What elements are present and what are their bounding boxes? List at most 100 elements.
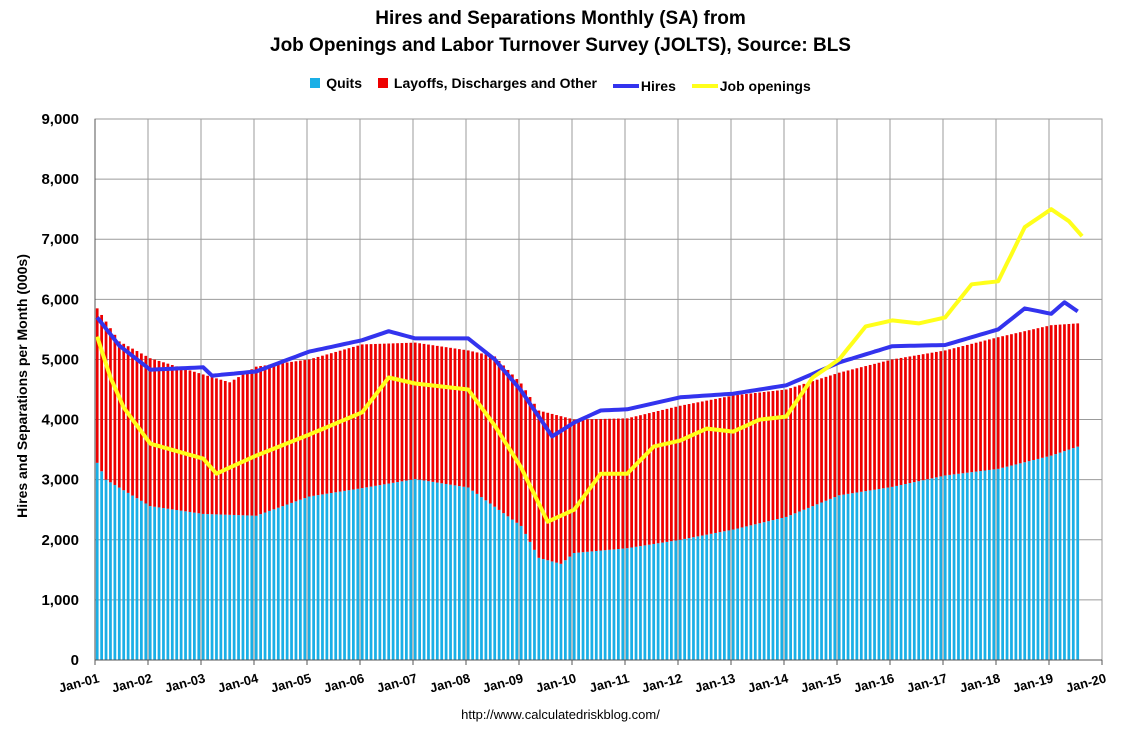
layoffs-bar xyxy=(356,345,360,489)
quits-bar xyxy=(683,538,686,660)
layoffs-bar xyxy=(232,379,236,515)
layoffs-bar xyxy=(1076,323,1080,447)
quits-bar xyxy=(427,481,430,660)
layoffs-bar xyxy=(1049,325,1053,456)
quits-bar xyxy=(670,541,673,660)
quits-bar xyxy=(175,510,179,660)
layoffs-bar xyxy=(952,348,956,475)
quits-bar xyxy=(687,538,691,660)
quits-bar xyxy=(140,500,143,660)
quits-bar xyxy=(581,552,585,660)
quits-bar xyxy=(422,480,426,660)
quits-bar xyxy=(237,515,240,660)
quits-bar xyxy=(299,499,302,660)
layoffs-bar xyxy=(926,353,929,480)
legend-swatch-hires xyxy=(612,84,639,88)
legend-item-layoffs: Layoffs, Discharges and Other xyxy=(377,75,597,91)
quits-bar xyxy=(572,553,576,660)
layoffs-bar xyxy=(581,419,585,553)
quits-bar xyxy=(1063,451,1066,660)
quits-bar xyxy=(179,510,183,660)
quits-bar xyxy=(1032,460,1035,660)
layoffs-bar xyxy=(188,370,192,512)
layoffs-bar xyxy=(184,369,187,512)
layoffs-bar xyxy=(793,386,797,514)
layoffs-bar xyxy=(400,343,404,482)
y-tick-label: 5,000 xyxy=(41,351,79,368)
layoffs-bar xyxy=(568,418,572,557)
layoffs-bar xyxy=(594,419,598,551)
quits-bar xyxy=(802,509,806,660)
quits-bar xyxy=(458,486,461,660)
layoffs-bar xyxy=(303,360,307,499)
layoffs-bar xyxy=(731,395,735,530)
layoffs-bar xyxy=(422,343,426,481)
layoffs-bar xyxy=(762,392,766,523)
quits-bar xyxy=(197,513,201,660)
quits-bar xyxy=(396,482,399,660)
layoffs-bar xyxy=(890,359,894,487)
quits-bar xyxy=(524,533,527,660)
layoffs-bar xyxy=(930,352,934,479)
layoffs-bar xyxy=(533,403,536,550)
layoffs-bar xyxy=(466,350,470,488)
quits-bar xyxy=(537,557,541,660)
job-openings-line xyxy=(95,207,1084,524)
legend-item-job-openings: Job openings xyxy=(691,78,811,94)
x-tick-label: Jan-18 xyxy=(958,670,1002,695)
quits-bar xyxy=(338,491,342,660)
quits-bar xyxy=(1023,462,1027,660)
layoffs-bar xyxy=(1054,324,1057,455)
layoffs-bar xyxy=(656,410,660,544)
legend-label-layoffs: Layoffs, Discharges and Other xyxy=(393,75,597,91)
layoffs-bar xyxy=(749,393,753,526)
quits-bar xyxy=(820,502,823,660)
layoffs-bar xyxy=(970,343,974,473)
quits-bar xyxy=(109,482,112,660)
layoffs-bar xyxy=(692,403,695,538)
layoffs-bar xyxy=(634,416,638,547)
quits-bar xyxy=(405,480,408,660)
layoffs-bar xyxy=(321,355,324,495)
quits-bar xyxy=(122,490,126,660)
layoffs-bar xyxy=(250,369,254,516)
quits-bar xyxy=(661,542,664,660)
x-tick-label: Jan-15 xyxy=(799,670,843,695)
quits-bar xyxy=(780,517,784,660)
layoffs-bar xyxy=(223,380,227,515)
layoffs-bar xyxy=(705,400,709,535)
quits-bar xyxy=(678,539,682,660)
layoffs-bar xyxy=(104,321,108,480)
quits-bar xyxy=(842,494,845,660)
quits-bar xyxy=(210,514,214,660)
layoffs-bar xyxy=(471,351,474,491)
layoffs-bar xyxy=(100,314,103,472)
layoffs-bar xyxy=(352,346,355,490)
layoffs-bar xyxy=(886,360,890,488)
plot-area xyxy=(94,118,1103,661)
quits-bar xyxy=(193,512,196,660)
quits-bar xyxy=(829,498,832,660)
layoffs-bar xyxy=(709,399,713,534)
layoffs-bar xyxy=(767,391,770,522)
layoffs-bar xyxy=(577,419,580,553)
layoffs-bar xyxy=(193,371,196,513)
quits-bar xyxy=(546,560,550,660)
layoffs-bar xyxy=(899,357,903,485)
layoffs-bar xyxy=(515,378,519,523)
layoffs-bar xyxy=(1058,324,1062,453)
quits-bar xyxy=(343,490,346,660)
quits-bar xyxy=(497,509,501,660)
layoffs-bar xyxy=(1045,326,1049,457)
quits-bar xyxy=(228,514,232,660)
quits-bar xyxy=(859,491,863,660)
legend-swatch-job-openings xyxy=(691,84,718,88)
quits-bar xyxy=(935,477,938,660)
y-tick-label: 7,000 xyxy=(41,231,79,248)
layoffs-bar xyxy=(718,398,722,533)
quits-bar xyxy=(952,474,956,660)
layoffs-bar xyxy=(440,346,444,484)
quits-bar xyxy=(382,484,386,660)
layoffs-bar xyxy=(727,396,731,531)
